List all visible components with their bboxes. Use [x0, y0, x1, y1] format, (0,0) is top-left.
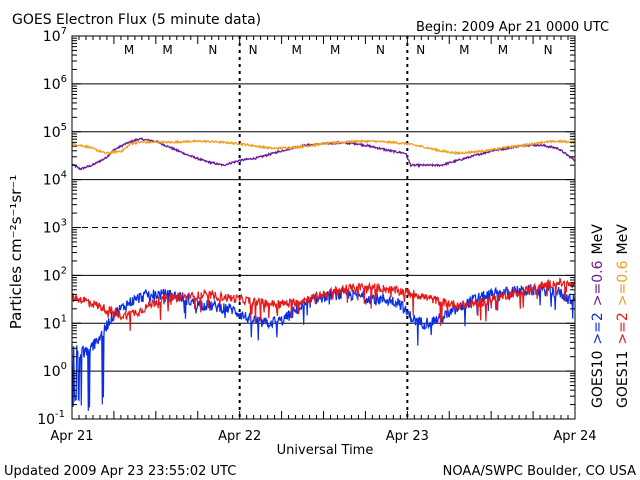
- y-tick-label: 107: [43, 26, 67, 45]
- y-tick-exponent: 1: [61, 313, 67, 324]
- series-goes11_2: [71, 277, 576, 331]
- y-axis-label: Particles cm⁻²s⁻¹sr⁻¹: [7, 175, 25, 329]
- series-goes11_06: [71, 138, 576, 156]
- noon-marker: M: [459, 43, 469, 57]
- series-goes10_2: [71, 283, 576, 411]
- y-tick-label: 10-1: [37, 409, 65, 428]
- noon-marker: M: [162, 43, 172, 57]
- x-tick-label: Apr 23: [386, 429, 429, 444]
- noon-marker: N: [208, 43, 217, 57]
- legend-text: MeV: [590, 224, 606, 255]
- credit-text: NOAA/SWPC Boulder, CO USA: [443, 464, 636, 479]
- grid-lines: [72, 36, 575, 419]
- x-tick-labels: Apr 21 Apr 22 Apr 23 Apr 24: [50, 429, 596, 444]
- noon-marker: N: [416, 43, 425, 57]
- legend-text: >=2: [615, 312, 631, 344]
- y-tick-label: 101: [43, 313, 67, 332]
- plot-frame: [71, 35, 576, 420]
- y-tick-exponent: 7: [61, 26, 67, 37]
- y-tick-exponent: 2: [61, 265, 67, 276]
- legend-column: GOES10 >=2 >=0.6 MeV: [590, 224, 606, 408]
- noon-marker: M: [124, 43, 134, 57]
- x-tick-label: Apr 24: [553, 429, 596, 444]
- x-tick-label: Apr 21: [50, 429, 93, 444]
- noon-marker: M: [291, 43, 301, 57]
- updated-timestamp: Updated 2009 Apr 23 23:55:02 UTC: [4, 464, 236, 479]
- data-series: [71, 137, 576, 411]
- noon-marker: M: [330, 43, 340, 57]
- y-tick-exponent: 5: [61, 122, 67, 133]
- legend-text: >=0.6: [590, 260, 606, 306]
- y-tick-label: 102: [43, 265, 67, 284]
- noon-marker: N: [249, 43, 258, 57]
- legend-text: GOES10: [590, 351, 606, 408]
- y-tick-exponent: -1: [55, 409, 65, 420]
- y-tick-label: 103: [43, 218, 67, 237]
- legend-column: GOES11 >=2 >=0.6 MeV: [615, 224, 631, 408]
- legend-text: >=0.6: [615, 260, 631, 306]
- noon-marker: N: [376, 43, 385, 57]
- y-tick-exponent: 3: [61, 218, 67, 229]
- y-tick-exponent: 4: [61, 170, 67, 181]
- y-tick-label: 104: [43, 170, 67, 189]
- chart-title: GOES Electron Flux (5 minute data): [12, 12, 261, 28]
- legend-text: >=2: [590, 312, 606, 344]
- y-tick-label: 100: [43, 361, 67, 380]
- x-tick-label: Apr 22: [218, 429, 261, 444]
- right-legend: GOES10 >=2 >=0.6 MeV GOES11 >=2 >=0.6 MeV: [590, 224, 631, 408]
- y-tick-label: 106: [43, 74, 67, 93]
- begin-date: Begin: 2009 Apr 21 0000 UTC: [416, 20, 609, 35]
- y-tick-exponent: 6: [61, 74, 67, 85]
- y-tick-exponent: 0: [61, 361, 67, 372]
- legend-text: MeV: [615, 224, 631, 255]
- legend-text: GOES11: [615, 351, 631, 408]
- noon-marker: M: [498, 43, 508, 57]
- x-axis-label: Universal Time: [277, 443, 374, 458]
- noon-marker: N: [544, 43, 553, 57]
- y-tick-label: 105: [43, 122, 67, 141]
